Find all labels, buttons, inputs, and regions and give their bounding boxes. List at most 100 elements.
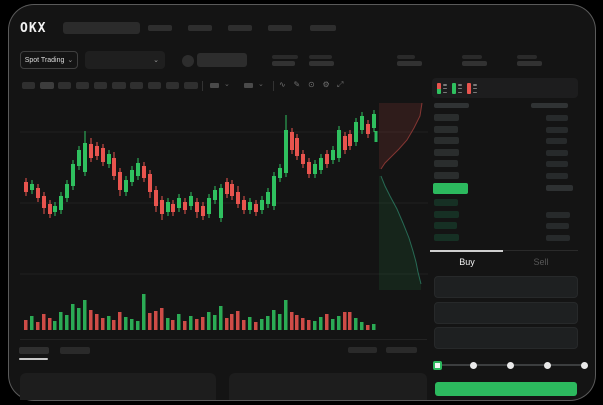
bid-row-price[interactable] (434, 234, 459, 241)
chevron-down-icon: ⌄ (153, 56, 159, 64)
indicator-dropdown[interactable] (210, 83, 219, 88)
ask-row-amount[interactable] (546, 127, 568, 133)
timeframe-button[interactable] (112, 82, 126, 89)
tab-buy[interactable]: Buy (459, 257, 475, 267)
nav-item[interactable] (188, 25, 212, 31)
timeframe-button[interactable] (130, 82, 143, 89)
last-price-amount (546, 185, 573, 191)
stat-value (272, 61, 295, 66)
pair-selector-dropdown[interactable]: ⌄ (85, 51, 165, 69)
ask-row-price[interactable] (434, 137, 459, 144)
bid-row-price[interactable] (434, 199, 458, 206)
nav-item[interactable] (268, 25, 292, 31)
ask-row-amount[interactable] (546, 115, 568, 121)
slider-stop[interactable] (470, 361, 478, 369)
buy-button[interactable] (435, 382, 577, 396)
timeframe-button[interactable] (22, 82, 35, 89)
book-combined-icon-swatch (437, 83, 441, 94)
book-bids-icon-swatch (452, 83, 456, 94)
bid-row-amount[interactable] (546, 212, 570, 218)
book-combined-icon[interactable] (437, 83, 448, 94)
bottom-action[interactable] (386, 347, 417, 353)
ask-row-price[interactable] (434, 114, 459, 121)
tab-sell[interactable]: Sell (533, 257, 549, 267)
pair-icon (182, 55, 194, 67)
ask-row-price[interactable] (434, 172, 459, 179)
timeframe-button[interactable] (166, 82, 179, 89)
book-asks-icon-swatch (467, 83, 471, 94)
ask-row-amount[interactable] (546, 138, 567, 144)
slider-stop[interactable] (507, 361, 514, 369)
ask-row-price[interactable] (434, 149, 459, 156)
chevron-down-icon[interactable]: ⌄ (224, 81, 230, 88)
ask-row-price[interactable] (434, 126, 458, 133)
ask-row-amount[interactable] (546, 150, 568, 156)
tab-baseline (430, 250, 578, 251)
stat-label (272, 55, 298, 59)
bottom-panel (229, 373, 427, 400)
timeframe-button[interactable] (94, 82, 107, 89)
orderbook-header-amount (531, 103, 568, 108)
draw-icon[interactable]: ✎ (293, 80, 301, 89)
stat-label (517, 55, 537, 59)
okx-logo[interactable]: OKX (20, 21, 47, 36)
timeframe-button[interactable] (76, 82, 89, 89)
bottom-action[interactable] (348, 347, 377, 353)
bid-row-price[interactable] (434, 211, 459, 218)
active-tab-indicator (430, 249, 503, 252)
line-tool-icon[interactable]: ∿ (279, 80, 286, 89)
nav-item[interactable] (310, 25, 336, 31)
market-type-selector[interactable]: Spot Trading ⌄ (20, 51, 78, 69)
fullscreen-icon[interactable]: ⤢ (337, 80, 344, 89)
nav-item[interactable] (148, 25, 172, 31)
list-lines (473, 83, 477, 94)
bid-row-amount[interactable] (546, 223, 569, 229)
stat-value (517, 61, 542, 66)
pair-name-placeholder[interactable] (197, 53, 247, 67)
toolbar-divider (202, 81, 203, 91)
active-tab-underline (19, 358, 48, 360)
stat-value (462, 61, 487, 66)
chevron-down-icon: ⌄ (67, 56, 74, 64)
market-type-label: Spot Trading (24, 56, 65, 64)
list-lines (443, 83, 447, 94)
chart-style-dropdown[interactable] (244, 83, 253, 88)
stat-value (309, 61, 334, 66)
last-price-badge (433, 183, 468, 194)
slider-stop[interactable] (580, 361, 588, 369)
stat-label (309, 55, 332, 59)
ask-row-amount[interactable] (546, 173, 568, 179)
order-input-field[interactable] (434, 276, 578, 298)
settings-icon[interactable]: ⚙ (322, 80, 330, 89)
slider-handle[interactable] (432, 360, 442, 370)
bid-row-amount[interactable] (546, 235, 570, 241)
timeframe-button[interactable] (148, 82, 161, 89)
stat-value (397, 61, 422, 66)
bottom-tab[interactable] (19, 347, 49, 354)
stat-label (462, 55, 482, 59)
bottom-tab[interactable] (60, 347, 90, 354)
ask-row-amount[interactable] (546, 161, 568, 167)
timeframe-button[interactable] (58, 82, 71, 89)
timeframe-button[interactable] (40, 82, 54, 89)
bid-row-price[interactable] (434, 222, 457, 229)
stat-label (397, 55, 415, 59)
search-input[interactable] (63, 22, 140, 34)
bottom-panel (20, 373, 216, 400)
book-bids-icon[interactable] (452, 83, 463, 94)
book-asks-icon[interactable] (467, 83, 478, 94)
chevron-down-icon[interactable]: ⌄ (258, 81, 264, 88)
ask-row-price[interactable] (434, 160, 458, 167)
section-divider (20, 339, 427, 340)
toolbar-divider (273, 81, 274, 91)
order-input-field[interactable] (434, 327, 578, 349)
camera-icon[interactable]: ⊙ (308, 80, 315, 89)
order-input-field[interactable] (434, 301, 578, 324)
list-lines (458, 83, 462, 94)
nav-item[interactable] (228, 25, 252, 31)
orderbook-header-price (434, 103, 469, 108)
slider-stop[interactable] (543, 361, 551, 369)
timeframe-button[interactable] (184, 82, 198, 89)
